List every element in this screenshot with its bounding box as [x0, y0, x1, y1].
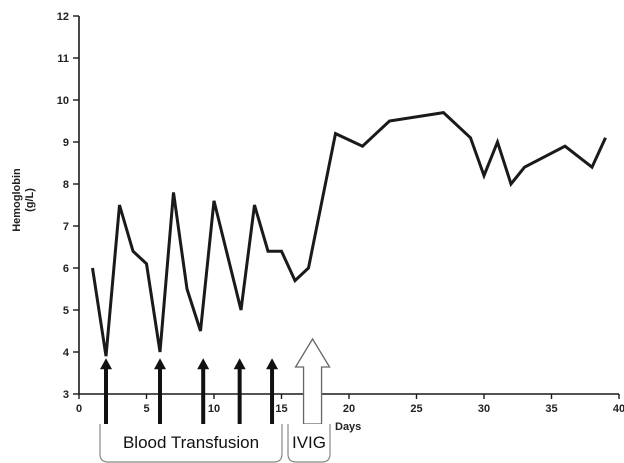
transfusion-arrows — [100, 358, 279, 424]
x-tick-label: 25 — [410, 403, 422, 415]
x-tick-label: 20 — [343, 403, 355, 415]
ivig-box: IVIG — [287, 424, 331, 463]
y-tick-label: 4 — [63, 347, 70, 359]
x-tick-label: 10 — [208, 403, 220, 415]
transfusion-arrow-head — [154, 358, 166, 370]
x-tick-label: 0 — [76, 403, 82, 415]
x-tick-label: 5 — [143, 403, 149, 415]
y-tick-label: 10 — [57, 95, 69, 107]
x-tick-label: 15 — [275, 403, 287, 415]
blood-transfusion-label: Blood Transfusion — [123, 433, 259, 452]
y-ticks: 3 4 5 6 7 8 9 10 11 12 — [57, 11, 79, 401]
ivig-label: IVIG — [292, 433, 326, 452]
x-tick-label: 30 — [478, 403, 490, 415]
transfusion-arrow-head — [233, 358, 246, 370]
y-tick-label: 9 — [63, 137, 69, 149]
y-tick-label: 7 — [63, 221, 69, 233]
y-axis-title-line1: Hemoglobin — [11, 168, 23, 232]
ivig-arrow — [294, 337, 331, 425]
x-tick-label: 35 — [545, 403, 557, 415]
hemoglobin-series-line — [91, 111, 607, 357]
y-tick-label: 3 — [63, 389, 69, 401]
x-tick-label: 40 — [613, 403, 624, 415]
y-tick-label: 6 — [63, 263, 69, 275]
y-axis-title-line2: (g/L) — [24, 188, 36, 212]
y-tick-label: 5 — [63, 305, 69, 317]
ivig-arrow-group — [294, 337, 331, 425]
y-tick-label: 11 — [57, 53, 69, 65]
x-axis-title: Days — [335, 421, 361, 433]
blood-transfusion-box: Blood Transfusion — [99, 424, 283, 463]
y-tick-label: 8 — [63, 179, 69, 191]
transfusion-arrow-head — [197, 358, 210, 370]
transfusion-arrow-head — [266, 358, 279, 370]
y-tick-label: 12 — [57, 11, 69, 23]
transfusion-arrow-head — [100, 358, 112, 370]
x-ticks: 0 5 10 15 20 25 30 35 40 — [76, 394, 624, 415]
